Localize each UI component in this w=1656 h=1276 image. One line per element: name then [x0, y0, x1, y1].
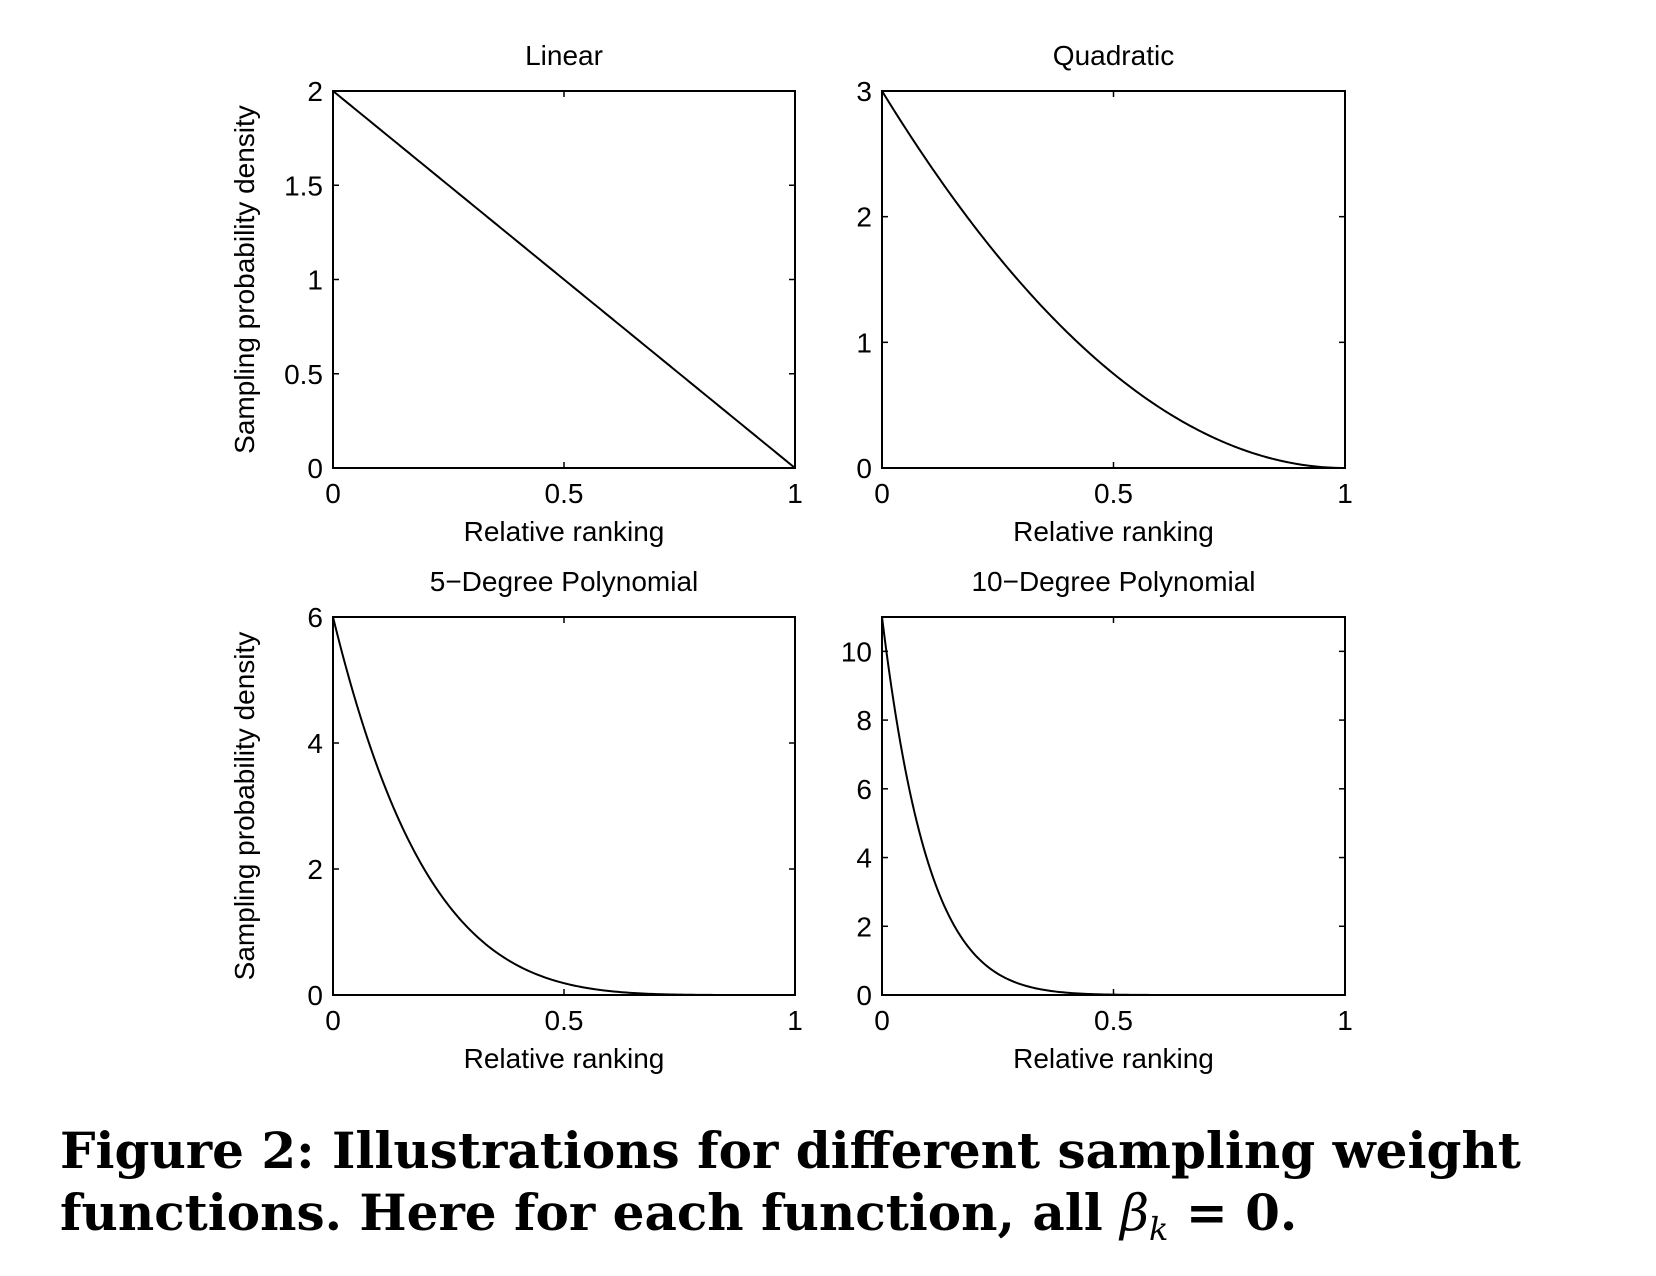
x-axis-label: Relative ranking — [464, 1043, 665, 1074]
y-tick-label: 1.5 — [284, 170, 323, 201]
y-tick-label: 0.5 — [284, 359, 323, 390]
y-tick-label: 6 — [307, 602, 323, 633]
x-axis-label: Relative ranking — [1013, 1043, 1214, 1074]
y-tick-label: 0 — [856, 980, 872, 1011]
caption-beta-symbol: β — [1120, 1184, 1150, 1242]
chart-title: Quadratic — [1053, 40, 1174, 71]
x-tick-label: 0.5 — [545, 1005, 584, 1036]
y-tick-label: 6 — [856, 774, 872, 805]
series-line — [881, 616, 1345, 996]
x-tick-label: 1 — [787, 478, 803, 509]
x-tick-label: 0 — [325, 1005, 341, 1036]
chart-panel-4: 0 2 4 6 8 10 0 0.5 1 10−Degree Polynomial Relative… — [841, 566, 1353, 1074]
y-tick-label: 2 — [856, 202, 872, 233]
chart-panel-3: 0 2 4 6 0 0.5 1 5−Degree Polynomial Relative ran… — [229, 566, 803, 1074]
y-tick-label: 10 — [841, 636, 872, 667]
chart-title: Linear — [525, 40, 603, 71]
y-tick-label: 1 — [307, 265, 323, 296]
caption-suffix: = 0. — [1168, 1183, 1298, 1242]
x-axis-label: Relative ranking — [1013, 516, 1214, 547]
chart-title: 5−Degree Polynomial — [430, 566, 699, 597]
x-tick-label: 1 — [787, 1005, 803, 1036]
y-axis-label: Sampling probability density — [229, 105, 260, 454]
x-tick-label: 0.5 — [1094, 478, 1133, 509]
y-tick-label: 2 — [307, 76, 323, 107]
y-tick-label: 4 — [856, 843, 872, 874]
plot-frame — [881, 90, 1346, 469]
x-axis-label: Relative ranking — [464, 516, 665, 547]
figure-caption: Figure 2: Illustrations for different sa… — [60, 1120, 1640, 1260]
y-tick-label: 4 — [307, 728, 323, 759]
y-tick-label: 0 — [307, 980, 323, 1011]
y-tick-label: 2 — [856, 911, 872, 942]
chart-panel-2: 0 1 2 3 0 0.5 1 Quadratic Relative ranking — [856, 40, 1352, 547]
x-tick-label: 0 — [874, 1005, 890, 1036]
chart-title: 10−Degree Polynomial — [971, 566, 1255, 597]
x-tick-label: 1 — [1337, 1005, 1353, 1036]
caption-subscript: k — [1149, 1210, 1169, 1248]
y-tick-label: 0 — [856, 453, 872, 484]
series-line — [332, 90, 796, 469]
caption-prefix: functions. Here for each function, all — [60, 1183, 1121, 1242]
plot-frame — [332, 616, 796, 996]
x-tick-label: 0 — [325, 478, 341, 509]
y-tick-label: 0 — [307, 453, 323, 484]
x-tick-label: 0 — [874, 478, 890, 509]
y-tick-label: 1 — [856, 327, 872, 358]
y-tick-label: 3 — [856, 76, 872, 107]
figure-canvas: 0 0.5 1 1.5 2 0 0.5 1 Linear Relative ranking Samp… — [229, 40, 1353, 1074]
x-tick-label: 1 — [1337, 478, 1353, 509]
y-tick-label: 2 — [307, 854, 323, 885]
caption-line-2: functions. Here for each function, all β… — [60, 1182, 1640, 1260]
caption-line-1: Figure 2: Illustrations for different sa… — [60, 1121, 1521, 1180]
plot-frame — [881, 616, 1346, 996]
x-tick-label: 0.5 — [1094, 1005, 1133, 1036]
series-line — [332, 616, 795, 996]
chart-panel-1: 0 0.5 1 1.5 2 0 0.5 1 Linear Relative ranking Samp… — [229, 40, 803, 547]
y-axis-label: Sampling probability density — [229, 632, 260, 981]
y-tick-label: 8 — [856, 705, 872, 736]
x-tick-label: 0.5 — [545, 478, 584, 509]
series-line — [881, 90, 1346, 469]
